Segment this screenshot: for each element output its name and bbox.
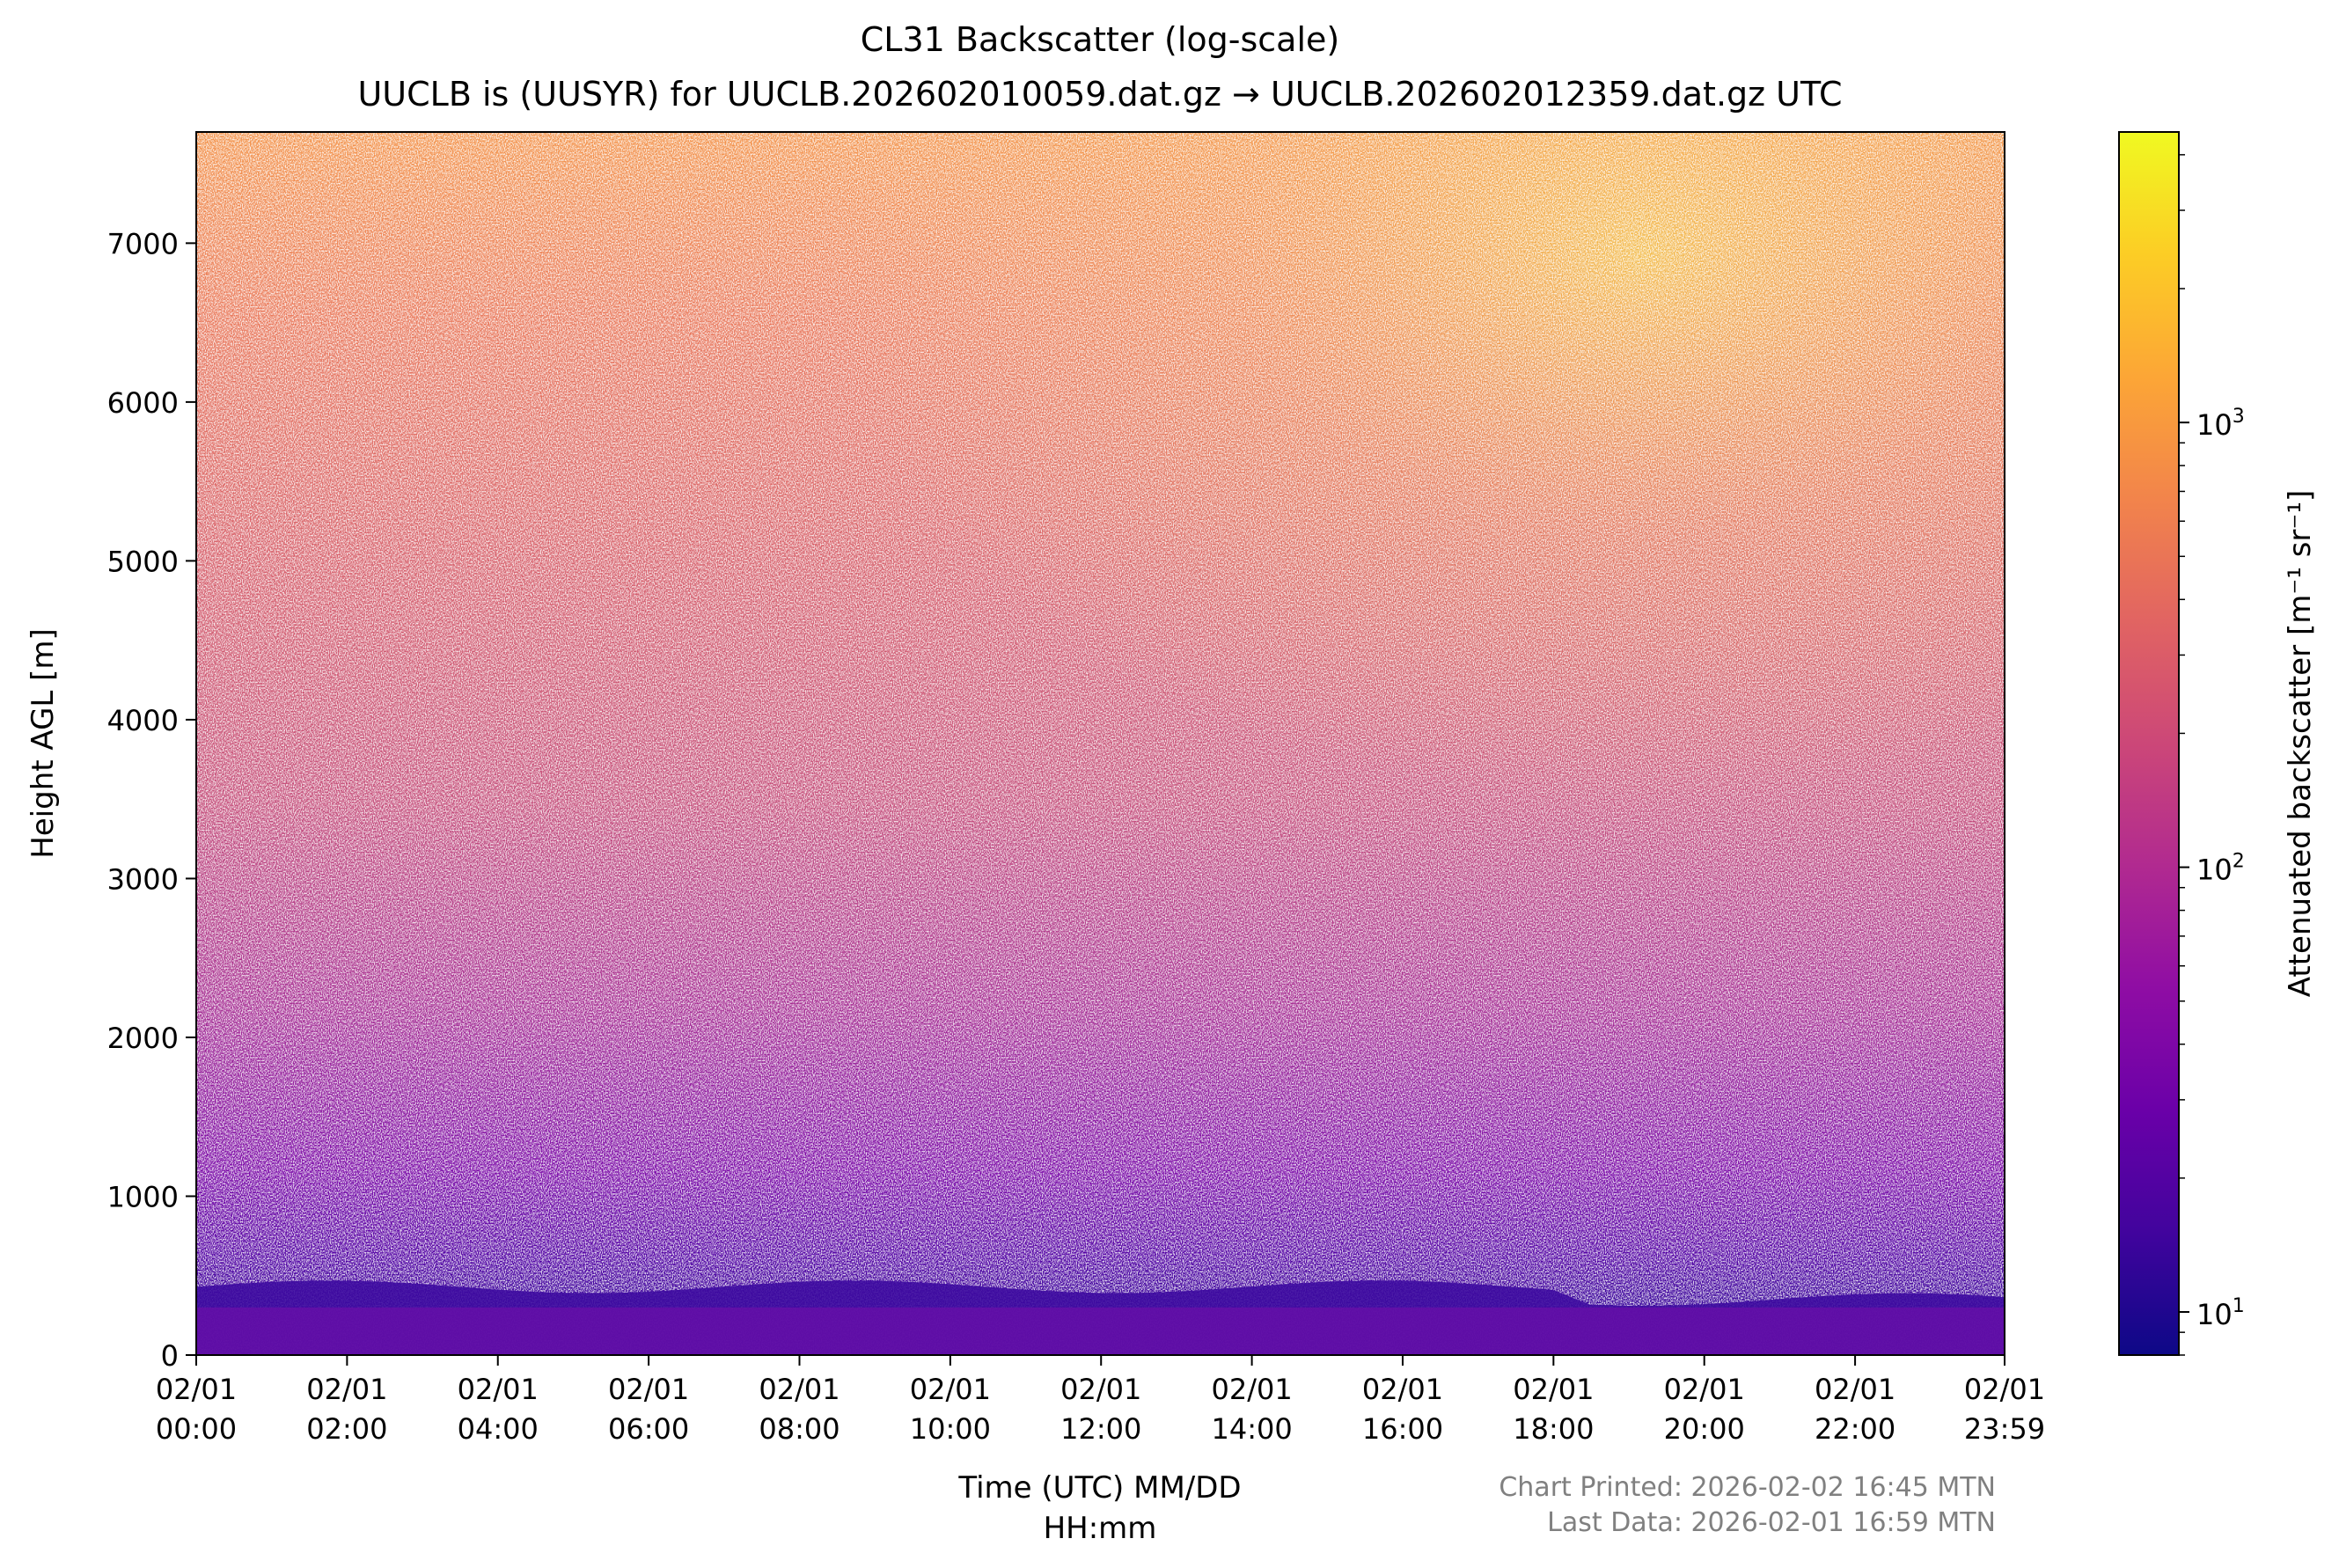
y-tick-label: 3000	[107, 862, 179, 896]
x-tick-time-label: 14:00	[1211, 1412, 1292, 1446]
chart-title: CL31 Backscatter (log-scale)	[861, 20, 1339, 59]
x-axis-label-line1: Time (UTC) MM/DD	[957, 1470, 1241, 1506]
surface-layer-band	[196, 1307, 2005, 1355]
x-tick-time-label: 12:00	[1060, 1412, 1141, 1446]
x-axis-ticks: 02/01 00:00 02/01 02:00 02/01 04:00 02/01 06:00…	[156, 1355, 2045, 1446]
y-tick-label: 4000	[107, 704, 179, 737]
colorbar-ticks: 101 102 103	[2179, 154, 2245, 1356]
y-tick-label: 7000	[107, 227, 179, 260]
chart-printed-note: Chart Printed: 2026-02-02 16:45 MTN	[1499, 1472, 1996, 1503]
x-tick-date-label: 02/01	[156, 1373, 237, 1406]
x-tick-time-label: 06:00	[608, 1412, 689, 1446]
colorbar	[2118, 131, 2180, 1356]
x-tick-date-label: 02/01	[1964, 1373, 2045, 1406]
x-tick-date-label: 02/01	[458, 1373, 539, 1406]
colorbar-tick-label: 103	[2196, 406, 2245, 442]
colorbar-label: Attenuated backscatter [m⁻¹ sr⁻¹]	[2283, 490, 2318, 998]
y-tick-label: 5000	[107, 545, 179, 578]
x-tick-time-label: 08:00	[759, 1412, 840, 1446]
y-axis-ticks: 0 1000 2000 3000 4000 5000 6000 7000	[107, 227, 196, 1373]
x-tick-date-label: 02/01	[1664, 1373, 1745, 1406]
x-tick-date-label: 02/01	[1060, 1373, 1141, 1406]
x-tick-date-label: 02/01	[306, 1373, 387, 1406]
y-tick-label: 1000	[107, 1180, 179, 1213]
x-tick-time-label: 20:00	[1664, 1412, 1745, 1446]
x-tick-date-label: 02/01	[1513, 1373, 1594, 1406]
x-tick-time-label: 23:59	[1964, 1412, 2045, 1446]
x-tick-time-label: 18:00	[1513, 1412, 1594, 1446]
y-tick-label: 0	[161, 1339, 179, 1373]
x-tick-date-label: 02/01	[910, 1373, 991, 1406]
x-tick-date-label: 02/01	[608, 1373, 689, 1406]
x-tick-date-label: 02/01	[1211, 1373, 1292, 1406]
x-tick-date-label: 02/01	[1815, 1373, 1895, 1406]
x-tick-time-label: 22:00	[1815, 1412, 1895, 1446]
x-tick-time-label: 00:00	[156, 1412, 237, 1446]
backscatter-heatmap	[196, 132, 2005, 1355]
x-tick-time-label: 04:00	[458, 1412, 539, 1446]
boundary-layer-band	[196, 1280, 2005, 1355]
y-axis-label: Height AGL [m]	[26, 628, 61, 859]
chart-subtitle: UUCLB is (UUSYR) for UUCLB.202602010059.…	[357, 75, 1842, 114]
x-tick-time-label: 02:00	[306, 1412, 387, 1446]
x-tick-date-label: 02/01	[1362, 1373, 1443, 1406]
colorbar-tick-label: 102	[2196, 851, 2245, 887]
x-tick-time-label: 10:00	[910, 1412, 991, 1446]
y-tick-label: 2000	[107, 1022, 179, 1055]
x-tick-date-label: 02/01	[759, 1373, 840, 1406]
x-axis-label-line2: HH:mm	[1044, 1511, 1157, 1546]
colorbar-tick-label: 101	[2196, 1295, 2245, 1331]
y-tick-label: 6000	[107, 386, 179, 420]
last-data-note: Last Data: 2026-02-01 16:59 MTN	[1547, 1507, 1996, 1538]
x-tick-time-label: 16:00	[1362, 1412, 1443, 1446]
